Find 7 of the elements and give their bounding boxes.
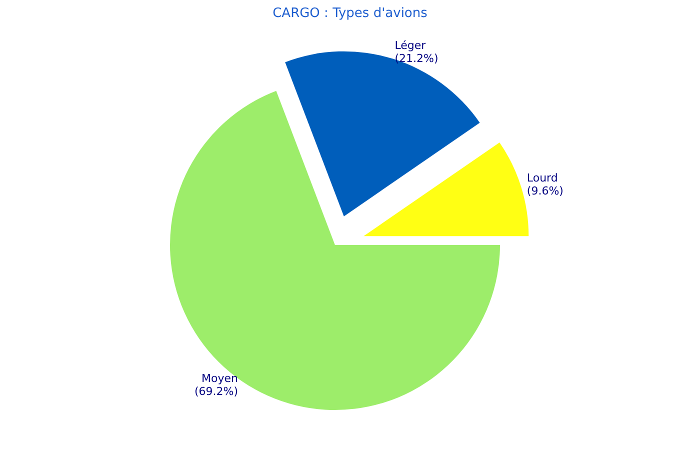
chart-title: CARGO : Types d'avions: [272, 6, 428, 21]
slice-label: Lourd: [526, 171, 558, 184]
data-label: (69.2%): [194, 384, 238, 398]
data-label: (21.2%): [394, 52, 438, 66]
data-label: (9.6%): [526, 184, 564, 198]
slice-label: Moyen: [202, 372, 238, 385]
slice-label: Léger: [394, 39, 426, 52]
